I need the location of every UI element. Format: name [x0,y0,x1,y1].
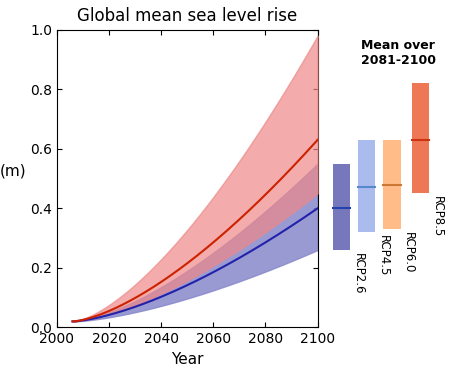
Text: RCP2.6: RCP2.6 [352,253,365,295]
Text: Mean over
2081-2100: Mean over 2081-2100 [361,39,436,67]
Text: RCP8.5: RCP8.5 [430,196,444,238]
Title: Global mean sea level rise: Global mean sea level rise [77,7,297,25]
FancyBboxPatch shape [383,140,401,229]
Y-axis label: (m): (m) [0,164,27,179]
FancyBboxPatch shape [333,164,350,250]
Text: RCP4.5: RCP4.5 [377,235,390,276]
FancyBboxPatch shape [411,83,429,193]
X-axis label: Year: Year [171,352,203,367]
Text: RCP6.0: RCP6.0 [402,232,415,273]
FancyBboxPatch shape [358,140,375,232]
